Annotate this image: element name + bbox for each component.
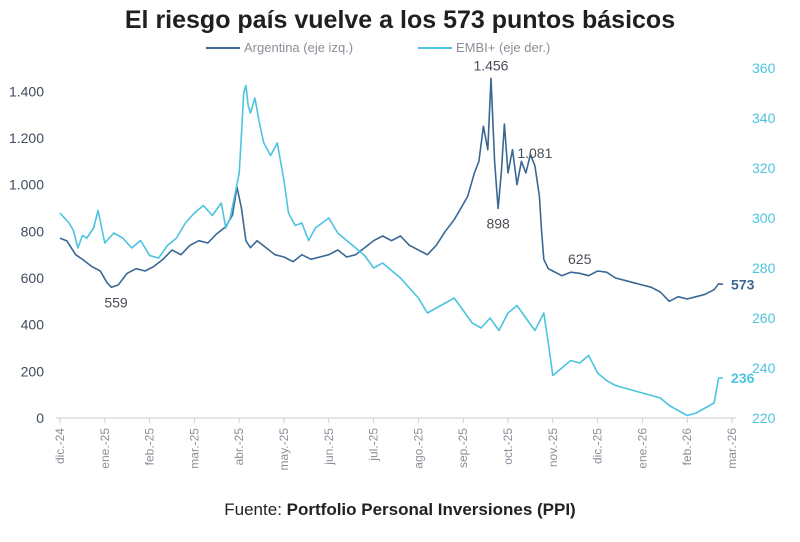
x-tick-label: feb.-26 (680, 428, 694, 466)
x-tick-label: sep.-25 (456, 428, 470, 468)
x-tick-label: mar.-26 (725, 428, 739, 469)
data-annotation: 625 (568, 251, 592, 267)
y-right-tick-label: 280 (752, 260, 776, 276)
series-line-argentina (59, 77, 724, 303)
legend-swatch-argentina (206, 46, 240, 49)
y-right-tick-label: 220 (752, 410, 776, 426)
y-left-tick-label: 1.200 (9, 130, 44, 146)
data-annotation: 1.081 (517, 145, 552, 161)
x-tick-label: jun.-25 (322, 428, 336, 466)
x-tick-label: ago.-25 (411, 428, 425, 469)
y-left-tick-label: 200 (21, 363, 45, 379)
y-right-tick-label: 360 (752, 60, 776, 76)
y-left-tick-label: 0 (36, 410, 44, 426)
y-right-tick-label: 240 (752, 360, 776, 376)
x-tick-label: dic.-24 (53, 428, 67, 464)
x-tick-label: dic.-25 (591, 428, 605, 464)
chart-title: El riesgo país vuelve a los 573 puntos b… (124, 6, 676, 34)
chart-canvas: 0 200 400 600 800 1.000 1.200 1.400 220 240 260 280… (9, 57, 776, 471)
series-line-embi (59, 84, 723, 417)
source-note: Fuente: Portfolio Personal Inversiones (… (0, 500, 800, 520)
y-left-tick-label: 1.000 (9, 177, 44, 193)
y-right-tick-label: 340 (752, 110, 776, 126)
data-annotation: 559 (104, 295, 128, 311)
x-tick-label: may.-25 (277, 428, 291, 471)
legend-swatch-embi (418, 46, 452, 49)
y-left-tick-label: 600 (21, 270, 45, 286)
x-tick-label: feb.-25 (143, 428, 157, 466)
y-right-tick-label: 300 (752, 210, 776, 226)
x-tick-label: ene.-26 (635, 428, 649, 469)
x-tick-label: oct.-25 (501, 428, 515, 465)
source-label: Fuente: (224, 500, 282, 519)
x-tick-label: abr.-25 (232, 428, 246, 466)
end-label-argentina: 573 (731, 276, 755, 292)
y-left-tick-label: 800 (21, 223, 45, 239)
data-annotation: 898 (486, 215, 510, 231)
end-label-embi: 236 (731, 370, 755, 386)
legend-item-embi: EMBI+ (eje der.) (418, 40, 550, 55)
legend-item-argentina: Argentina (eje izq.) (206, 40, 353, 55)
y-right-tick-label: 320 (752, 160, 776, 176)
x-tick-label: jul.-25 (367, 428, 381, 462)
x-tick-label: ene.-25 (98, 428, 112, 469)
x-tick-label: mar.-25 (187, 428, 201, 469)
data-annotation: 1.456 (473, 57, 508, 73)
legend: Argentina (eje izq.) EMBI+ (eje der.) (0, 40, 800, 58)
legend-label-argentina: Argentina (eje izq.) (244, 40, 354, 55)
legend-label-embi: EMBI+ (eje der.) (456, 40, 551, 55)
y-left-tick-label: 400 (21, 317, 45, 333)
y-left-tick-label: 1.400 (9, 83, 44, 99)
source-name: Portfolio Personal Inversiones (PPI) (286, 500, 576, 519)
x-tick-label: nov.-25 (546, 428, 560, 467)
y-right-tick-label: 260 (752, 310, 776, 326)
